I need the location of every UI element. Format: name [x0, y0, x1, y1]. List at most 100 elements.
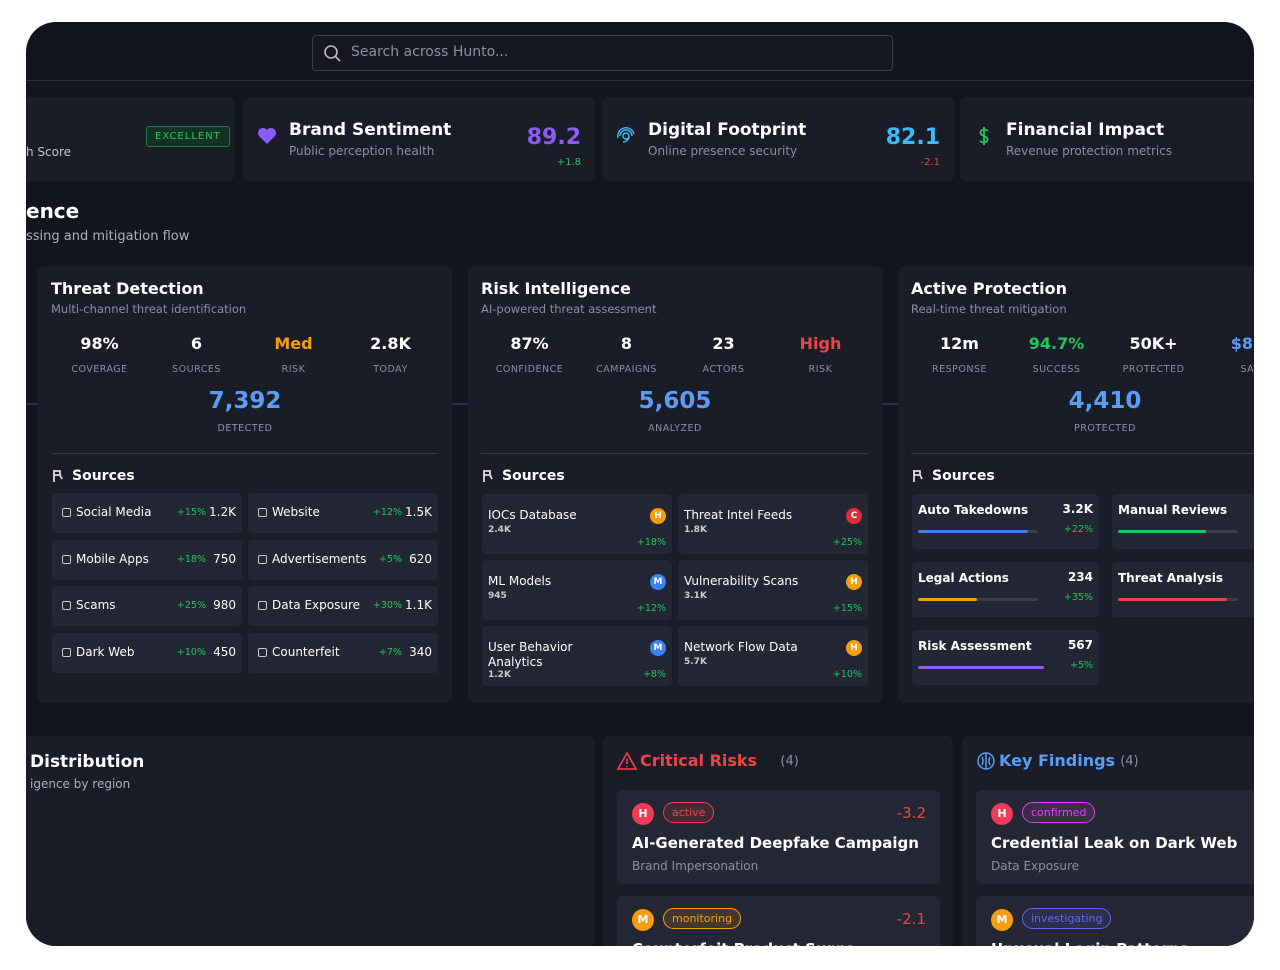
source-tile: Social Media 1.2K +15% — [52, 493, 242, 533]
list-title: Key Findings — [999, 751, 1116, 770]
source-change: +18% — [176, 553, 206, 565]
level-badge: H — [991, 803, 1013, 825]
metric-title: Brand Sentiment — [289, 120, 452, 140]
main-label: PROTECTED — [1074, 423, 1136, 434]
stat-label: COVERAGE — [71, 364, 128, 375]
source-change: +10% — [176, 646, 206, 658]
metric-icon — [973, 125, 995, 151]
pipeline-card: Threat Detection Multi-channel threat ide… — [38, 266, 452, 703]
source-change: +5% — [1069, 660, 1093, 671]
source-change: +12% — [372, 507, 402, 518]
main-label: DETECTED — [217, 423, 273, 434]
source-name: Website — [272, 505, 320, 519]
metric-icon-glyph — [979, 127, 989, 145]
source-name: Network Flow Data — [684, 640, 798, 654]
source-icon — [62, 554, 71, 564]
metric-title: h Score — [26, 145, 72, 159]
sources-title: Sources — [502, 468, 565, 484]
progress-track — [918, 666, 1044, 669]
source-name: Auto Takedowns — [918, 503, 1029, 517]
source-change: +8% — [642, 669, 666, 680]
sources-icon — [910, 467, 932, 493]
list-icon-glyph — [977, 752, 995, 770]
source-tile: Website 1.5K +12% — [248, 493, 438, 533]
source-count: 3.1K — [684, 591, 707, 601]
dashboard: Search across Hunto... h Score EXCELLENT B… — [26, 22, 1254, 946]
source-name: User Behavior Analytics — [488, 640, 573, 669]
risk-score: -2.1 — [896, 910, 926, 928]
progress-fill — [1118, 598, 1228, 601]
metric-icon-glyph — [258, 128, 276, 144]
stat-label: RESPONSE — [932, 364, 987, 375]
source-icon — [62, 647, 71, 657]
sources-icon — [50, 467, 72, 493]
list-icon — [616, 750, 638, 776]
stat-value: 87% — [510, 334, 549, 353]
source-change: +5% — [378, 553, 402, 565]
source-icon — [258, 601, 267, 610]
source-tile: Threat Analysis — [1112, 562, 1254, 617]
source-count: 1.2K — [209, 505, 236, 519]
main-value: 7,392 — [208, 388, 282, 414]
card-subtitle: igence by region — [30, 777, 131, 791]
stat-value: 6 — [190, 334, 203, 353]
source-name: Threat Analysis — [1118, 571, 1224, 585]
search-box[interactable]: Search across Hunto... — [312, 35, 893, 71]
sources-icon-glyph — [913, 470, 923, 482]
card-title: Active Protection — [911, 279, 1067, 298]
source-count: 1.2K — [488, 670, 511, 680]
metric-value: 82.1 — [885, 125, 940, 150]
card-title: Distribution — [30, 752, 145, 772]
source-change: +22% — [1063, 524, 1093, 535]
list-icon — [975, 750, 997, 776]
source-count: 234 — [1067, 570, 1093, 584]
stat-label: ACTORS — [702, 364, 745, 375]
stat-label: SUCCESS — [1032, 364, 1081, 375]
source-change: +12% — [636, 603, 666, 614]
stat-value: 8 — [620, 334, 633, 353]
stat-value: $8.2 — [1230, 334, 1254, 353]
source-tile: Scams 980 +25% — [52, 586, 242, 626]
header-divider — [26, 80, 1254, 81]
stat-label: RISK — [281, 364, 306, 375]
stat-value: Med — [274, 334, 313, 353]
source-name: Data Exposure — [272, 598, 361, 612]
pipeline-card: Risk Intelligence AI-powered threat asses… — [468, 266, 882, 703]
source-icon — [258, 647, 267, 657]
section-subtitle: ssing and mitigation flow — [26, 229, 190, 244]
source-count: 450 — [213, 644, 236, 659]
stat-value: 98% — [80, 334, 119, 353]
metric-value: 89.2 — [526, 125, 581, 150]
source-icon — [62, 508, 71, 517]
source-tile: Dark Web 450 +10% — [52, 632, 242, 673]
source-count: 3.2K — [1062, 502, 1093, 516]
metric-card: Digital Footprint Online presence securit… — [602, 97, 954, 181]
metric-card: Brand Sentiment Public perception health 8… — [243, 97, 595, 181]
search-placeholder: Search across Hunto... — [351, 44, 509, 60]
list-title: Critical Risks — [640, 751, 758, 770]
source-name: IOCs Database — [488, 508, 577, 522]
progress-fill — [918, 530, 1029, 533]
divider — [911, 453, 1254, 454]
source-count: 980 — [213, 598, 236, 612]
source-count: 1.8K — [684, 525, 707, 535]
stat-label: PROTECTED — [1122, 364, 1185, 375]
sources-title: Sources — [932, 468, 995, 484]
source-tile: IOCs Database 2.4K H +18% — [482, 494, 672, 554]
progress-track — [918, 530, 1038, 533]
source-tile: Auto Takedowns 3.2K +22% — [912, 494, 1099, 549]
source-change: +30% — [372, 600, 402, 611]
source-name: Threat Intel Feeds — [684, 508, 793, 522]
search-icon — [324, 45, 341, 62]
source-name: Advertisements — [272, 551, 367, 566]
main-value: 4,410 — [1068, 388, 1142, 414]
progress-track — [1118, 530, 1238, 533]
level-badge: C — [846, 508, 862, 524]
source-name: Vulnerability Scans — [684, 574, 799, 588]
source-change: +7% — [378, 646, 402, 658]
metric-title: Financial Impact — [1006, 120, 1165, 140]
level-badge: M — [650, 574, 666, 590]
